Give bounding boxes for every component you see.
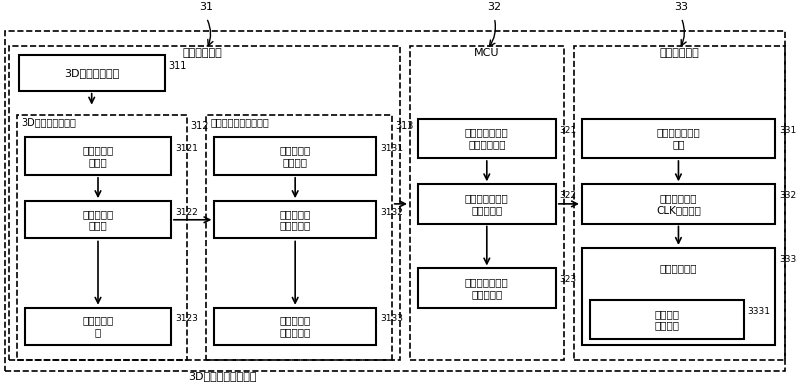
Bar <box>590 300 743 340</box>
Text: 3132: 3132 <box>380 208 403 217</box>
Text: 332: 332 <box>779 191 796 200</box>
Bar <box>18 55 165 91</box>
Bar <box>418 184 556 224</box>
Text: 33: 33 <box>674 2 688 12</box>
Bar <box>418 268 556 308</box>
Text: 图像格式转
换单元: 图像格式转 换单元 <box>82 209 114 231</box>
Bar <box>214 137 376 175</box>
Text: 图像时钟信号
CLK生成单元: 图像时钟信号 CLK生成单元 <box>656 193 701 215</box>
Text: 321: 321 <box>560 126 577 134</box>
Text: 图像帧序列
倍频单元: 图像帧序列 倍频单元 <box>279 146 310 167</box>
Text: 快门眼镜控制信
号生成单元: 快门眼镜控制信 号生成单元 <box>465 193 509 215</box>
Bar <box>214 201 376 238</box>
Bar <box>25 137 171 175</box>
Text: 311: 311 <box>169 61 187 71</box>
Text: 第二帧序列接收
单元: 第二帧序列接收 单元 <box>657 127 700 149</box>
Text: 背光开关控制信
号生成单元: 背光开关控制信 号生成单元 <box>465 277 509 299</box>
Text: 322: 322 <box>560 191 577 200</box>
Bar <box>206 115 392 360</box>
Text: 液晶显示设备: 液晶显示设备 <box>659 48 699 58</box>
Text: 333: 333 <box>779 254 796 264</box>
Text: 图像输出单
元: 图像输出单 元 <box>82 316 114 337</box>
Text: 3331: 3331 <box>747 307 770 316</box>
Text: 3D图像显示控制系统: 3D图像显示控制系统 <box>188 371 257 381</box>
Text: 3133: 3133 <box>380 315 403 323</box>
Text: 3123: 3123 <box>175 315 198 323</box>
Bar <box>25 308 171 345</box>
Text: 31: 31 <box>199 2 214 12</box>
Bar <box>418 119 556 158</box>
Bar <box>582 119 775 158</box>
Bar <box>582 184 775 224</box>
Text: 323: 323 <box>560 275 577 284</box>
Text: 3D图像接收单元: 3D图像接收单元 <box>64 68 119 78</box>
Text: 3122: 3122 <box>175 208 198 217</box>
Text: 图像帧序列帧处理单元: 图像帧序列帧处理单元 <box>210 117 269 127</box>
Text: 图像帧序列
插黑帧单元: 图像帧序列 插黑帧单元 <box>279 209 310 231</box>
Bar <box>25 201 171 238</box>
Bar <box>410 46 564 360</box>
Text: 312: 312 <box>190 121 209 131</box>
Bar <box>10 46 400 360</box>
Text: 图像格式识
别单元: 图像格式识 别单元 <box>82 146 114 167</box>
Bar <box>582 248 775 345</box>
Text: 图像显示单元: 图像显示单元 <box>660 263 697 273</box>
Text: 液晶极性
双向开关: 液晶极性 双向开关 <box>654 309 679 331</box>
Text: 313: 313 <box>396 121 414 131</box>
Text: 3D图像预处理单元: 3D图像预处理单元 <box>21 117 76 127</box>
Text: 331: 331 <box>779 126 796 134</box>
Text: 32: 32 <box>487 2 502 12</box>
Bar <box>214 308 376 345</box>
Bar <box>17 115 186 360</box>
Text: 图像处理单元: 图像处理单元 <box>182 48 222 58</box>
Text: 第二帧序列同步
信号生成单元: 第二帧序列同步 信号生成单元 <box>465 127 509 149</box>
Text: 3121: 3121 <box>175 144 198 153</box>
Text: 3131: 3131 <box>380 144 403 153</box>
Bar <box>574 46 785 360</box>
Text: 图像帧序列
插灰帧单元: 图像帧序列 插灰帧单元 <box>279 316 310 337</box>
Text: MCU: MCU <box>474 48 499 58</box>
